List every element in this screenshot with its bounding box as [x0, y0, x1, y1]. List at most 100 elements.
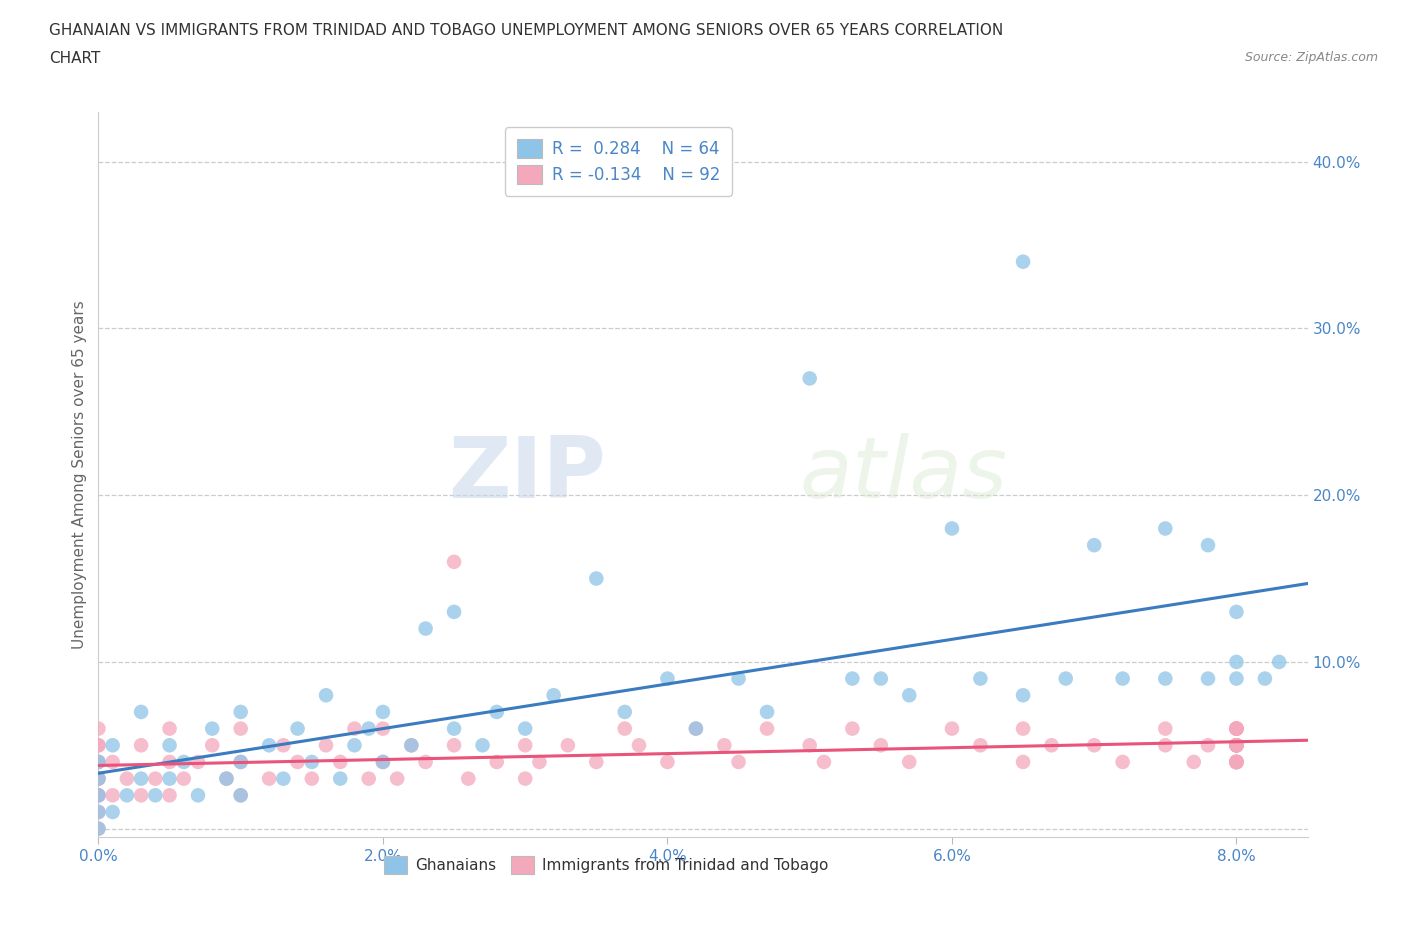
Point [1225, 754, 1247, 769]
Point [515, 721, 537, 736]
Point [1154, 521, 1177, 536]
Point [173, 771, 195, 786]
Point [101, 754, 124, 769]
Point [1225, 737, 1247, 752]
Y-axis label: Unemployment Among Seniors over 65 years: Unemployment Among Seniors over 65 years [72, 300, 87, 649]
Point [115, 771, 138, 786]
Point [1225, 721, 1247, 736]
Point [273, 737, 295, 752]
Point [173, 754, 195, 769]
Text: atlas: atlas [800, 432, 1008, 516]
Text: ZIP: ZIP [449, 432, 606, 516]
Point [1154, 671, 1177, 686]
Point [1012, 254, 1035, 269]
Point [727, 671, 749, 686]
Point [727, 754, 749, 769]
Point [543, 688, 565, 703]
Point [315, 737, 337, 752]
Point [1225, 604, 1247, 619]
Point [1054, 671, 1077, 686]
Point [143, 771, 166, 786]
Point [87, 771, 110, 786]
Point [1225, 754, 1247, 769]
Point [329, 771, 352, 786]
Point [229, 721, 252, 736]
Point [1225, 737, 1247, 752]
Point [756, 721, 779, 736]
Point [371, 754, 394, 769]
Point [1225, 754, 1247, 769]
Point [657, 671, 679, 686]
Point [87, 737, 110, 752]
Point [841, 721, 863, 736]
Point [1111, 671, 1133, 686]
Point [1225, 737, 1247, 752]
Point [1225, 754, 1247, 769]
Point [1197, 538, 1219, 552]
Point [869, 737, 891, 752]
Point [357, 721, 380, 736]
Point [841, 671, 863, 686]
Point [799, 371, 821, 386]
Point [485, 705, 508, 720]
Point [87, 771, 110, 786]
Point [371, 754, 394, 769]
Text: GHANAIAN VS IMMIGRANTS FROM TRINIDAD AND TOBAGO UNEMPLOYMENT AMONG SENIORS OVER : GHANAIAN VS IMMIGRANTS FROM TRINIDAD AND… [49, 23, 1004, 38]
Point [87, 804, 110, 819]
Point [1225, 721, 1247, 736]
Point [1225, 737, 1247, 752]
Point [1268, 655, 1291, 670]
Point [515, 771, 537, 786]
Point [87, 788, 110, 803]
Point [229, 705, 252, 720]
Point [1225, 721, 1247, 736]
Point [1254, 671, 1277, 686]
Point [329, 754, 352, 769]
Text: CHART: CHART [49, 51, 101, 66]
Point [713, 737, 735, 752]
Point [941, 521, 963, 536]
Point [343, 737, 366, 752]
Point [87, 771, 110, 786]
Point [101, 788, 124, 803]
Point [401, 737, 423, 752]
Point [229, 788, 252, 803]
Text: Source: ZipAtlas.com: Source: ZipAtlas.com [1244, 51, 1378, 64]
Point [229, 754, 252, 769]
Point [457, 771, 479, 786]
Point [471, 737, 494, 752]
Point [401, 737, 423, 752]
Point [813, 754, 835, 769]
Point [187, 788, 209, 803]
Point [969, 737, 991, 752]
Point [87, 804, 110, 819]
Point [443, 554, 465, 569]
Point [1012, 721, 1035, 736]
Point [756, 705, 779, 720]
Point [1225, 737, 1247, 752]
Point [941, 721, 963, 736]
Point [898, 688, 921, 703]
Point [529, 754, 551, 769]
Point [343, 721, 366, 736]
Point [115, 788, 138, 803]
Point [87, 788, 110, 803]
Point [273, 771, 295, 786]
Point [443, 604, 465, 619]
Point [129, 788, 152, 803]
Point [215, 771, 238, 786]
Point [485, 754, 508, 769]
Point [357, 771, 380, 786]
Point [1225, 671, 1247, 686]
Point [415, 754, 437, 769]
Point [1012, 754, 1035, 769]
Point [1083, 538, 1105, 552]
Point [371, 721, 394, 736]
Point [1225, 655, 1247, 670]
Point [1225, 737, 1247, 752]
Point [415, 621, 437, 636]
Point [1197, 671, 1219, 686]
Point [1225, 721, 1247, 736]
Point [315, 688, 337, 703]
Point [159, 721, 181, 736]
